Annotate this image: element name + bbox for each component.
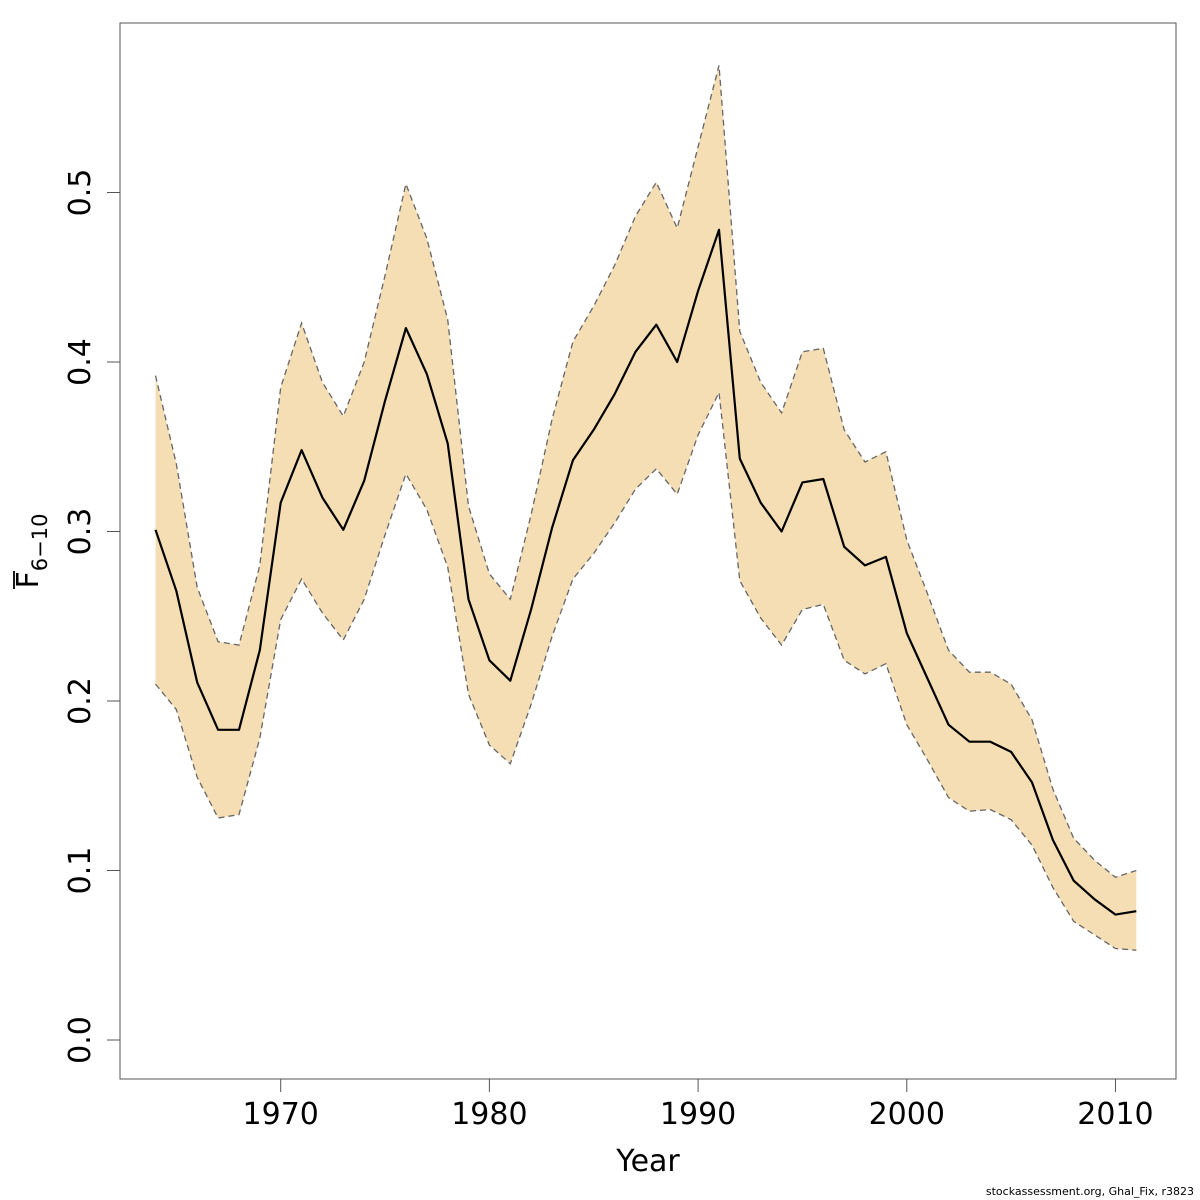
x-tick-label: 1990: [660, 1097, 736, 1132]
footer-credit: stockassessment.org, Ghal_Fix, r3823: [985, 1185, 1194, 1198]
confidence-band: [155, 65, 1137, 951]
svg-text:F6−10: F6−10: [11, 514, 52, 589]
x-tick-label: 2000: [869, 1097, 945, 1132]
x-tick-label: 1980: [451, 1097, 527, 1132]
x-axis-title: Year: [615, 1144, 680, 1179]
x-tick-label: 2010: [1077, 1097, 1153, 1132]
y-tick-label: 0.3: [63, 508, 98, 556]
y-tick-label: 0.2: [63, 677, 98, 725]
x-tick-label: 1970: [243, 1097, 319, 1132]
estimate-line: [154, 228, 1137, 916]
lower-bound-line: [154, 390, 1137, 951]
y-tick-label: 0.0: [63, 1016, 98, 1064]
y-tick-label: 0.1: [63, 847, 98, 895]
y-axis-title-subscript: 6−10: [28, 514, 52, 572]
y-tick-label: 0.4: [63, 338, 98, 386]
y-tick-label: 0.5: [63, 169, 98, 217]
plot-area: [154, 65, 1137, 951]
y-axis-title-main: F: [11, 571, 46, 588]
axes: 1970 1980 1990 2000 2010 0.0 0.1 0.2 0.3 0.4 0.5: [63, 169, 1154, 1132]
y-axis-title: F6−10: [11, 514, 52, 589]
